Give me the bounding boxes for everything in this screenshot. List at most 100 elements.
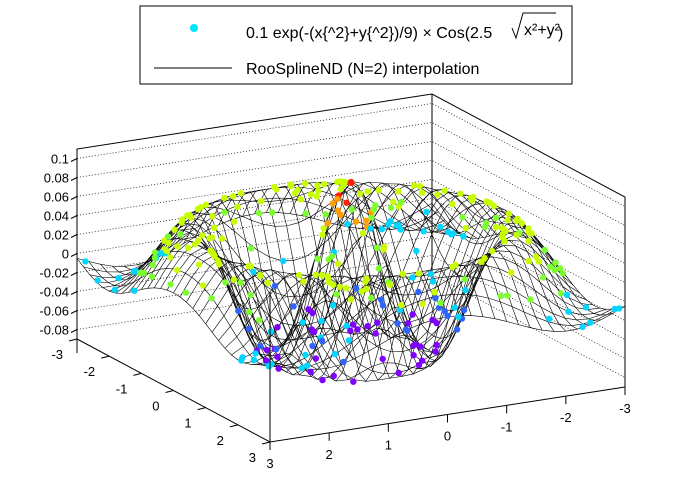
scatter-point <box>379 355 386 363</box>
mesh-line-x <box>134 189 491 341</box>
x-tick-label: -1 <box>116 381 128 396</box>
scatter-point <box>387 204 395 212</box>
scatter-point <box>434 191 441 198</box>
scatter-point <box>174 243 181 250</box>
scatter-point <box>546 263 554 270</box>
scatter-point <box>318 272 326 279</box>
scatter-point <box>415 288 422 296</box>
scatter-point <box>307 368 314 375</box>
x-tick-mark <box>101 355 110 359</box>
y-tick-label: 3 <box>266 456 273 471</box>
scatter-point <box>525 229 532 236</box>
scatter-point <box>418 357 426 364</box>
scatter-point <box>441 307 448 315</box>
scatter-point <box>94 277 101 284</box>
scatter-point <box>237 279 244 286</box>
x-tick-label: -3 <box>51 347 63 362</box>
scatter-point <box>302 351 309 359</box>
scatter-point <box>324 220 331 227</box>
scatter-point <box>379 302 387 309</box>
scatter-point <box>441 187 448 194</box>
scatter-point <box>518 220 525 227</box>
scatter-point <box>582 304 590 311</box>
scatter-point <box>336 283 343 290</box>
scatter-point <box>234 203 241 210</box>
scatter-point <box>427 270 435 278</box>
scatter-point <box>551 266 558 274</box>
scatter-point <box>221 209 228 216</box>
scatter-point <box>300 278 307 285</box>
scatter-point <box>354 326 361 333</box>
scatter-point <box>337 211 344 218</box>
z-tick-mark <box>70 310 78 314</box>
scatter-point <box>352 218 360 225</box>
scatter-point <box>195 261 203 268</box>
z-tick-mark <box>70 177 78 181</box>
scatter-point <box>412 341 419 348</box>
scatter-point <box>395 369 402 377</box>
scatter-point <box>423 208 430 215</box>
scatter-point <box>373 244 381 251</box>
scatter-point <box>420 228 427 235</box>
scatter-point <box>314 182 321 189</box>
scatter-point <box>492 224 500 231</box>
scatter-point <box>356 190 364 197</box>
scatter-point <box>250 268 257 275</box>
scatter-point <box>432 294 439 302</box>
scatter-point <box>303 362 311 369</box>
scatter-point <box>398 198 405 206</box>
scatter-point <box>230 276 238 283</box>
scatter-point <box>380 246 387 253</box>
scatter-point <box>268 209 276 216</box>
scatter-point <box>312 271 319 279</box>
scatter-point <box>115 274 122 282</box>
mesh-line-x <box>263 294 619 369</box>
scatter-point <box>372 202 379 209</box>
scatter-point <box>334 195 341 203</box>
scatter-point <box>579 323 586 330</box>
scatter-point <box>247 245 255 252</box>
scatter-point <box>309 309 316 317</box>
scatter-point <box>309 342 316 350</box>
scatter-point <box>250 356 258 364</box>
scatter-point <box>318 317 325 325</box>
scatter-point <box>320 181 328 188</box>
scatter-point <box>340 358 347 366</box>
scatter-point <box>210 250 217 257</box>
scatter-point <box>410 182 418 189</box>
z-tick-label: -0.08 <box>39 323 69 338</box>
scatter-point <box>314 255 321 262</box>
scatter-point <box>350 378 357 385</box>
scatter-point <box>329 302 337 309</box>
scatter-point <box>256 271 264 279</box>
scatter-point <box>497 292 505 300</box>
x-tick-mark <box>165 390 174 393</box>
scatter-point <box>199 282 207 289</box>
scatter-point <box>305 306 312 313</box>
scatter-point <box>415 362 423 369</box>
scatter-point <box>363 285 370 293</box>
scatter-point <box>290 303 297 310</box>
scatter-point <box>151 249 159 256</box>
scatter-point <box>148 273 156 280</box>
scatter-point <box>149 261 156 269</box>
scatter-point <box>492 214 500 222</box>
scatter-point <box>490 202 497 210</box>
legend-radicand: x²+y² <box>524 22 561 39</box>
scatter-point <box>274 324 281 331</box>
mesh-line-x <box>96 182 452 283</box>
scatter-point <box>419 300 426 308</box>
scatter-point <box>498 233 506 240</box>
scatter-points <box>82 178 623 385</box>
scatter-point <box>208 234 216 241</box>
scatter-point <box>255 210 263 217</box>
scatter-point <box>359 229 367 237</box>
scatter-point <box>247 291 254 299</box>
scatter-point <box>257 342 264 350</box>
scatter-point <box>461 276 468 283</box>
scatter-point <box>395 188 402 195</box>
legend-radical-sign <box>511 12 556 40</box>
scatter-point <box>504 216 511 224</box>
scatter-point <box>297 196 304 203</box>
scatter-point <box>367 225 374 232</box>
